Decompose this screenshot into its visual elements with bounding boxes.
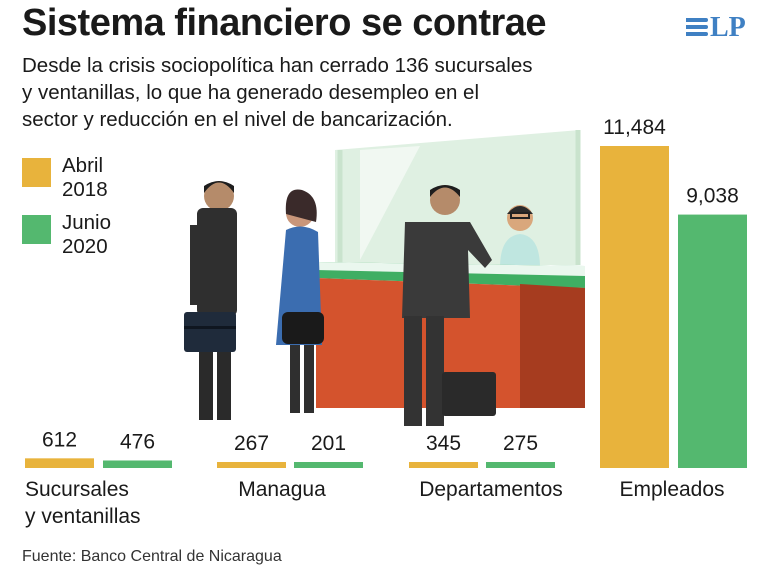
logo-text: LP <box>710 12 746 43</box>
bar-april-3 <box>600 146 669 468</box>
bar-june-3 <box>678 214 747 468</box>
bar-april-0 <box>25 458 94 468</box>
bar-june-1 <box>294 462 363 468</box>
legend-label-april: Abril 2018 <box>62 154 108 201</box>
legend-label-june: Junio 2020 <box>62 211 112 258</box>
subtitle-line-3: sector y reducción en el nivel de bancar… <box>22 108 453 131</box>
data-label-april-0: 612 <box>42 428 77 451</box>
data-label-june-0: 476 <box>120 430 155 453</box>
data-label-june-3: 9,038 <box>686 185 739 208</box>
category-label-3: Empleados <box>619 478 724 501</box>
data-label-april-3: 11,484 <box>603 116 666 139</box>
chart-title: Sistema financiero se contrae <box>22 2 547 44</box>
chart-subtitle: Desde la crisis sociopolítica han cerrad… <box>22 52 622 133</box>
data-label-april-2: 345 <box>426 432 461 455</box>
category-label-1: Managua <box>238 478 326 501</box>
legend-swatch-april <box>22 158 51 187</box>
logo-bars-icon <box>686 18 708 39</box>
bank-teller-illustration <box>184 130 585 426</box>
category-label-0-line-0: Sucursales <box>25 478 129 501</box>
bar-april-1 <box>217 462 286 468</box>
legend-swatch-june <box>22 215 51 244</box>
data-label-april-1: 267 <box>234 432 269 455</box>
data-label-june-1: 201 <box>311 432 346 455</box>
source-note: Fuente: Banco Central de Nicaragua <box>22 548 282 565</box>
la-prensa-logo: LP <box>686 12 756 46</box>
bar-april-2 <box>409 462 478 468</box>
data-label-june-2: 275 <box>503 432 538 455</box>
bar-june-2 <box>486 462 555 468</box>
subtitle-line-2: y ventanillas, lo que ha generado desemp… <box>22 81 480 104</box>
subtitle-line-1: Desde la crisis sociopolítica han cerrad… <box>22 54 533 77</box>
category-label-2: Departamentos <box>419 478 563 501</box>
bar-june-0 <box>103 460 172 468</box>
category-label-0-line-1: y ventanillas <box>25 505 141 528</box>
